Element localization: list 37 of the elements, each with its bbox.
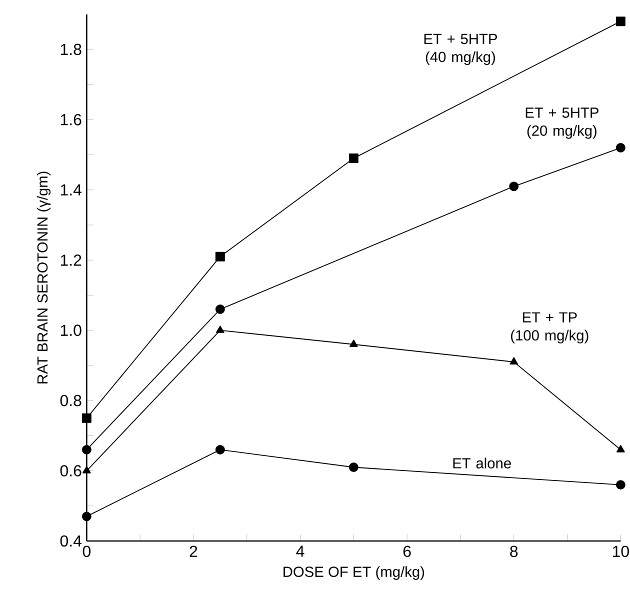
y-tick-label: 1.4 [60, 184, 82, 196]
series-label: ET alone [453, 458, 511, 468]
series-label: ET + 5HTP (20 mg/kg) [526, 108, 598, 139]
point [82, 444, 92, 454]
y-tick-label: 1.6 [60, 114, 82, 126]
point [616, 480, 626, 490]
point [510, 357, 518, 365]
y-tick-label: 0.4 [60, 535, 82, 547]
y-tick-label: 0.6 [60, 465, 82, 476]
y-tick-label: 1.0 [60, 324, 82, 336]
x-tick-label: 6 [403, 546, 411, 558]
point [509, 182, 519, 192]
y-tick-label: 1.8 [60, 44, 82, 56]
point [348, 462, 358, 472]
y-tick-label: 0.8 [60, 394, 82, 406]
x-axis-title: DOSE OF ET (mg/kg) [284, 566, 424, 580]
point [350, 340, 358, 347]
point [216, 326, 224, 333]
x-tick-label: 2 [190, 546, 198, 557]
y-axis-title: RAT BRAIN SEROTONIN (γ/gm) [36, 172, 51, 384]
y-tick-label: 1.2 [60, 254, 82, 266]
series-label: ET + TP (100 mg/kg) [511, 312, 588, 344]
x-tick-label: 0 [82, 546, 91, 558]
point [215, 304, 225, 314]
point [616, 16, 626, 26]
point [348, 154, 358, 164]
point [616, 444, 625, 452]
x-tick-label: 4 [296, 546, 304, 557]
point [215, 252, 225, 262]
series-label: ET + 5HTP (40 mg/kg) [424, 34, 497, 65]
point [82, 466, 91, 474]
x-tick-label: 8 [510, 546, 518, 558]
point [82, 512, 92, 522]
point [215, 444, 225, 454]
x-tick-label: 10 [612, 546, 629, 558]
point [82, 413, 92, 423]
point [616, 143, 626, 152]
